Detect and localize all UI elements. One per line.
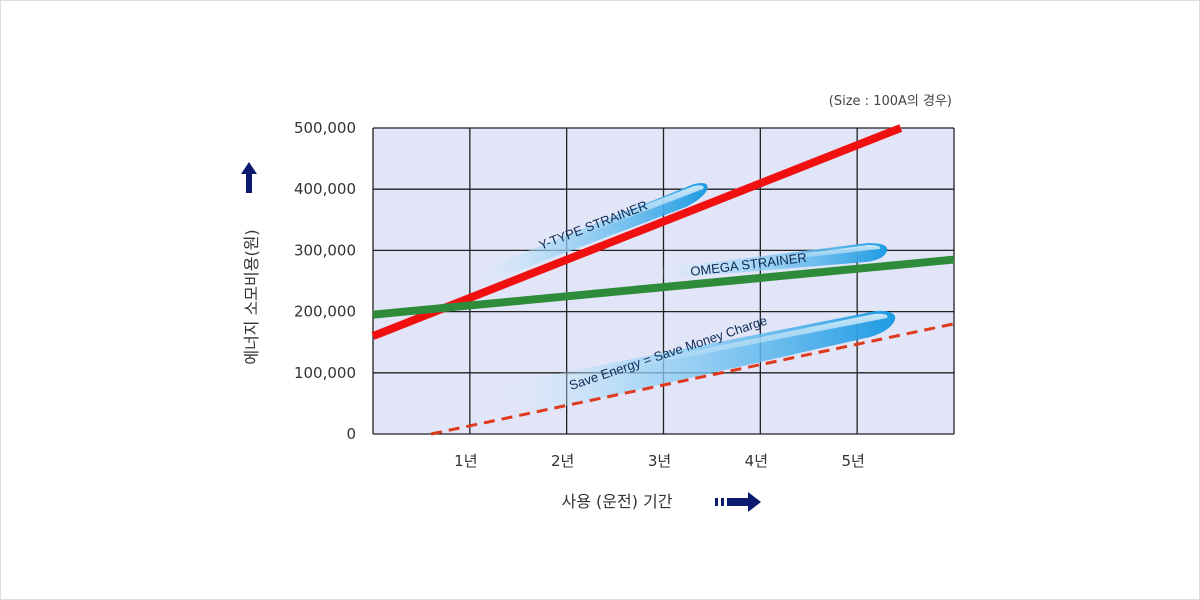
x-tick-label: 2년	[551, 452, 574, 470]
y-tick-labels: 0 100,000 200,000 300,000 400,000 500,000	[294, 119, 356, 443]
y-tick-label: 100,000	[294, 364, 356, 382]
y-tick-label: 200,000	[294, 303, 356, 321]
y-tick-label: 500,000	[294, 119, 356, 137]
x-tick-label: 5년	[841, 452, 864, 470]
x-tick-label: 4년	[745, 452, 768, 470]
y-tick-label: 0	[346, 425, 356, 443]
series-line-1	[371, 124, 903, 340]
x-axis-title: 사용 (운전) 기간	[562, 492, 673, 511]
y-axis-title: 에너지 소모비용(원)	[242, 229, 261, 364]
x-tick-label: 1년	[454, 452, 477, 470]
x-tick-labels: 1년 2년 3년 4년 5년	[454, 452, 865, 470]
series-lines	[371, 124, 955, 436]
up-arrow-icon	[241, 162, 257, 193]
x-tick-label: 3년	[648, 452, 671, 470]
series-line-2	[372, 255, 955, 319]
size-note: (Size : 100A의 경우)	[829, 94, 952, 109]
y-tick-label: 400,000	[294, 180, 356, 198]
y-tick-label: 300,000	[294, 241, 356, 259]
right-arrow-icon	[715, 492, 761, 512]
